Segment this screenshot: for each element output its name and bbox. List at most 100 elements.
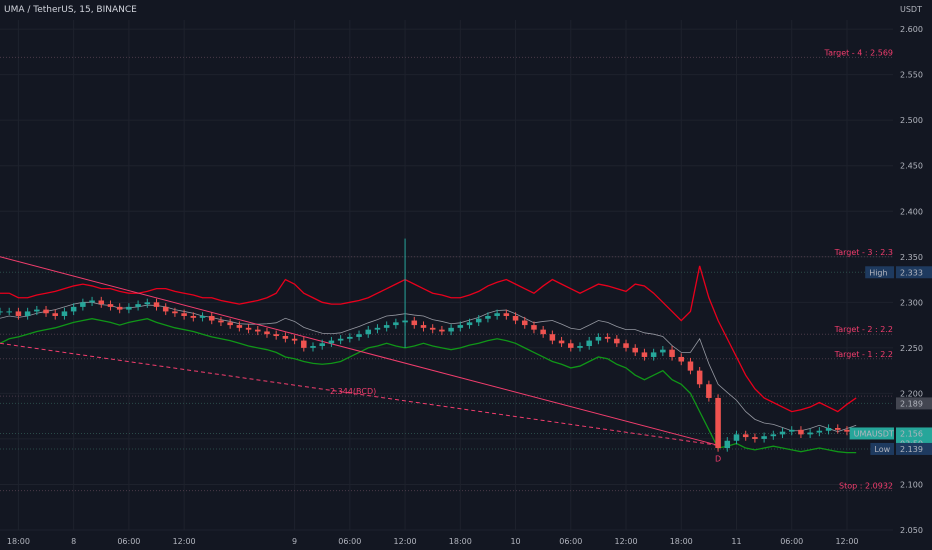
candle-body (558, 340, 565, 344)
candle-body (586, 340, 592, 347)
candle-body (365, 329, 372, 335)
candle-body (521, 320, 528, 326)
annotation-label: Target - 1 : 2.2 (834, 350, 893, 359)
candle-body (788, 429, 795, 432)
candle-body (356, 334, 362, 337)
time-tick-label: 12:00 (173, 537, 196, 546)
candle-body (512, 315, 519, 321)
candle-body (162, 306, 169, 312)
time-tick-label: 12:00 (394, 537, 417, 546)
candle-body (641, 352, 648, 357)
trendlines (0, 256, 719, 446)
price-tick-label: 2.550 (900, 71, 923, 80)
price-value: 2.189 (900, 399, 923, 408)
candle-body (374, 327, 381, 330)
candle-body (494, 313, 500, 316)
candle-body (393, 322, 399, 326)
candle-body (835, 428, 841, 430)
candle-body (577, 346, 583, 348)
price-value-box (896, 442, 932, 455)
candle-body (807, 432, 813, 435)
candle-body (825, 428, 832, 431)
candle-body (310, 346, 316, 348)
candle-body (61, 311, 68, 316)
candle-body (568, 343, 574, 348)
candle-body (687, 361, 694, 371)
candle-body (448, 327, 454, 332)
candle-body (411, 320, 418, 326)
level-lines (0, 56, 893, 492)
candle-body (614, 338, 620, 344)
candle-body (227, 322, 233, 326)
candle-body (80, 302, 86, 307)
candle-body (43, 309, 49, 314)
point-label-d: D (715, 455, 721, 464)
candle-body (144, 302, 151, 305)
candle-body (301, 340, 307, 348)
lower-band-line (0, 318, 857, 454)
candle-body (475, 318, 482, 323)
candle-body (107, 304, 114, 307)
candle-body (273, 334, 279, 337)
candle-body (742, 434, 749, 438)
candle-body (623, 343, 629, 348)
trendline-upper (0, 256, 719, 446)
annotation-label: Target - 2 : 2.2 (834, 325, 893, 334)
currency-label: USDT (900, 5, 922, 14)
time-tick-label: 06:00 (559, 537, 582, 546)
price-tick-label: 2.400 (900, 207, 923, 216)
candle-body (89, 300, 95, 303)
candle-body (485, 315, 491, 319)
mid-line (0, 301, 857, 433)
candle-body (255, 329, 261, 332)
candle-body (844, 429, 850, 432)
candle-body (153, 302, 160, 307)
annotations: Target - 4 : 2.569 Target - 3 : 2.3 Target… (330, 48, 893, 490)
time-tick-label: 06:00 (338, 537, 361, 546)
time-axis[interactable]: 18:00 8 06:00 12:00 9 06:00 12:00 18:00 10 06:00 1… (7, 537, 859, 546)
candle-body (632, 347, 638, 353)
candle-body (15, 311, 22, 316)
candle-body (172, 311, 178, 314)
symbol-title: UMA / TetherUS, 15, BINANCE (4, 5, 137, 15)
annotation-label: Target - 4 : 2.569 (824, 48, 894, 57)
candles[interactable] (0, 238, 859, 452)
price-tick-label: 2.200 (900, 389, 923, 398)
time-tick-label: 9 (292, 537, 297, 546)
candle-body (733, 434, 740, 441)
candle-body (236, 325, 243, 328)
candle-body (604, 336, 611, 339)
price-label-text: High (869, 268, 887, 277)
candle-body (798, 429, 804, 435)
price-value: 2.156 (900, 429, 923, 438)
candle-body (24, 311, 31, 316)
candle-body (98, 300, 105, 305)
candle-body (816, 430, 823, 433)
candle-body (540, 329, 546, 335)
candle-body (264, 331, 270, 335)
candle-body (706, 384, 712, 398)
candle-body (319, 343, 325, 347)
candle-body (6, 311, 12, 313)
time-tick-label: 8 (71, 537, 76, 546)
candle-body (549, 334, 556, 341)
candle-body (531, 325, 537, 330)
candle-body (0, 311, 3, 313)
time-tick-label: 06:00 (117, 537, 140, 546)
candle-body (752, 437, 758, 439)
candle-body (245, 327, 252, 330)
price-tick-label: 2.350 (900, 253, 923, 262)
candle-body (218, 320, 224, 323)
price-tick-label: 2.050 (900, 526, 923, 535)
price-label-box (870, 442, 894, 455)
candle-body (199, 315, 206, 318)
price-tick-label: 2.450 (900, 162, 923, 171)
upper-band-line (0, 265, 857, 413)
candle-body (282, 336, 289, 339)
candle-body (466, 322, 473, 326)
price-label-text: Low (874, 445, 890, 454)
candle-body (291, 338, 298, 341)
